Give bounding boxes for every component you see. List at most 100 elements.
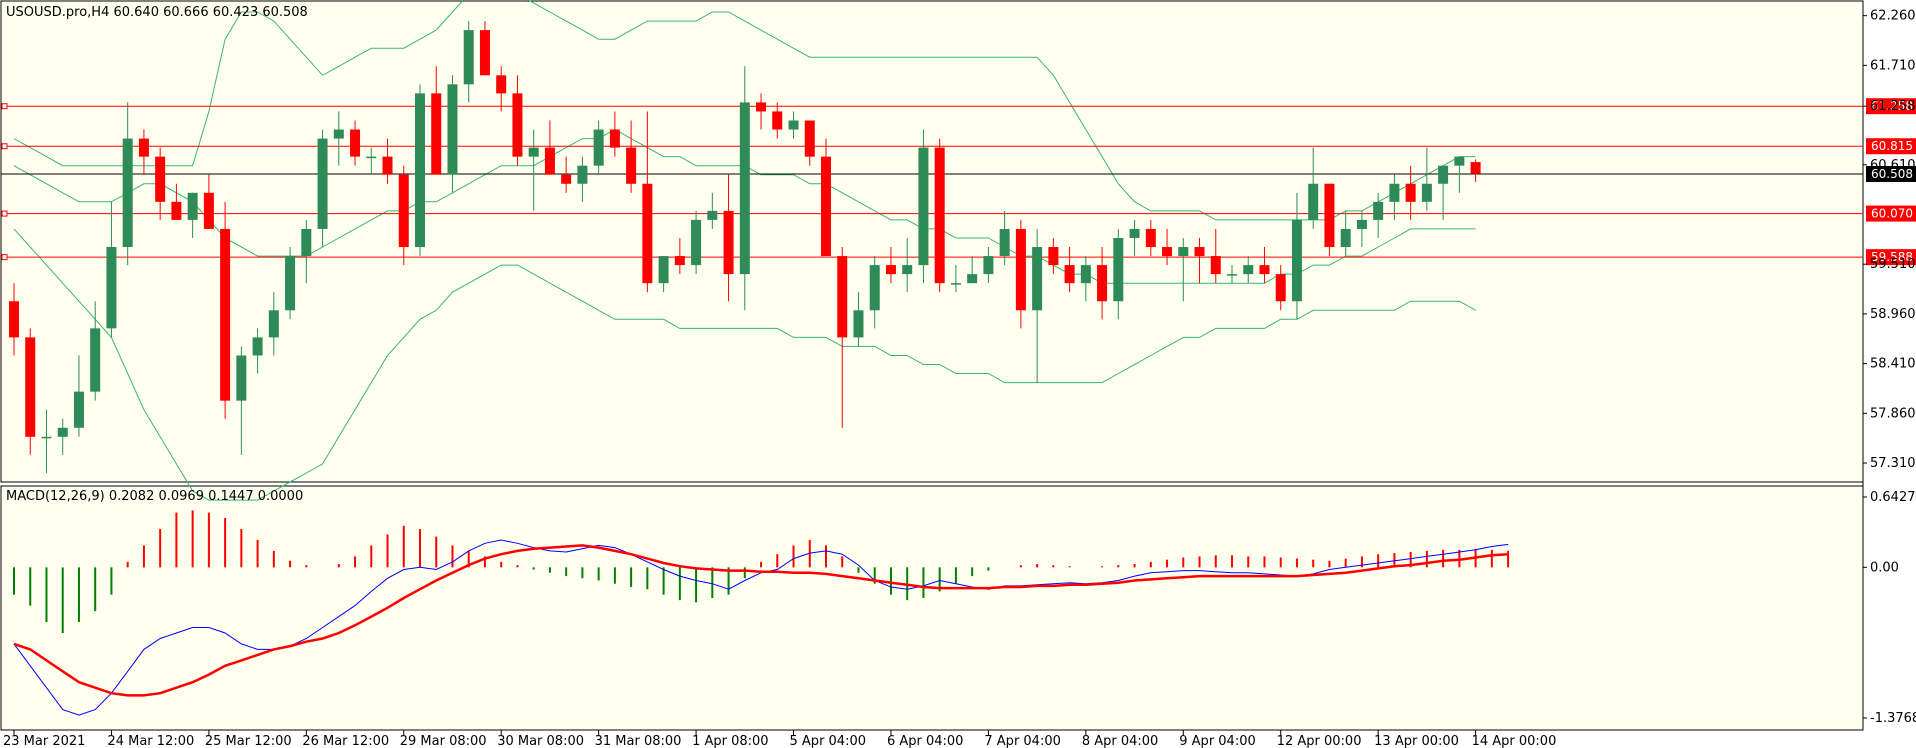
candle bbox=[382, 138, 393, 184]
candle bbox=[821, 138, 831, 257]
candle-body bbox=[447, 84, 458, 175]
candle-body bbox=[756, 102, 767, 112]
candle-body bbox=[1421, 183, 1432, 202]
candle bbox=[837, 247, 848, 428]
time-tick-label: 25 Mar 12:00 bbox=[205, 734, 292, 748]
candle bbox=[203, 174, 214, 229]
candle bbox=[285, 247, 296, 320]
level-handle[interactable] bbox=[1, 143, 8, 150]
candle-body bbox=[285, 256, 296, 311]
candle bbox=[999, 210, 1010, 266]
candle-body bbox=[544, 147, 555, 175]
price-axis: 62.260 61.710 61.258 60.610 59.510 58.960 58.4… bbox=[1863, 9, 1916, 471]
candle bbox=[187, 192, 198, 238]
candle bbox=[934, 138, 945, 293]
price-tick-label: 58.960 bbox=[1870, 307, 1916, 322]
candle-body bbox=[885, 265, 896, 275]
price-tick-label: 57.310 bbox=[1870, 456, 1916, 471]
candle bbox=[577, 156, 588, 202]
candle bbox=[1470, 159, 1481, 182]
candle-body bbox=[1227, 274, 1237, 276]
candle bbox=[642, 111, 653, 293]
candle bbox=[415, 84, 425, 257]
level-handle[interactable] bbox=[1, 103, 8, 110]
candle-body bbox=[577, 165, 588, 184]
candle bbox=[41, 409, 52, 473]
candle bbox=[1210, 228, 1221, 284]
macd-axis: 0.6427 0.00 -1.3768 bbox=[1863, 490, 1916, 726]
candle-body bbox=[57, 427, 68, 437]
candle bbox=[1389, 174, 1400, 220]
candle bbox=[739, 66, 750, 311]
candle-body bbox=[1178, 247, 1189, 257]
candle bbox=[1162, 228, 1173, 266]
candle bbox=[479, 21, 490, 76]
candle bbox=[236, 346, 247, 455]
candle bbox=[723, 174, 734, 302]
level-handle[interactable] bbox=[1, 210, 8, 217]
time-tick-label: 7 Apr 04:00 bbox=[984, 734, 1061, 748]
candle-body bbox=[772, 111, 783, 130]
candle bbox=[707, 192, 718, 229]
candle-body bbox=[528, 147, 539, 157]
candle-body bbox=[1097, 265, 1108, 302]
candle bbox=[171, 183, 182, 220]
candle bbox=[463, 21, 474, 103]
time-tick-label: 13 Apr 00:00 bbox=[1374, 734, 1459, 748]
candle-body bbox=[350, 129, 361, 157]
candle bbox=[1438, 165, 1449, 220]
candle bbox=[1097, 247, 1108, 320]
macd-title: MACD(12,26,9) 0.2082 0.0969 0.1447 0.000… bbox=[6, 489, 303, 504]
candle-body bbox=[90, 328, 101, 392]
candle bbox=[788, 111, 799, 139]
candle-body bbox=[1129, 228, 1140, 238]
candle bbox=[1291, 192, 1302, 320]
candle-body bbox=[1454, 156, 1465, 166]
candle bbox=[756, 93, 767, 130]
price-tick-label: 58.410 bbox=[1870, 357, 1916, 372]
candle-body bbox=[1324, 183, 1335, 248]
candle bbox=[398, 165, 409, 266]
price-tick-label: 61.258 bbox=[1870, 99, 1916, 114]
candle-body bbox=[1243, 265, 1254, 275]
candle-body bbox=[788, 120, 799, 130]
candle bbox=[593, 120, 604, 175]
candle bbox=[1178, 237, 1189, 302]
candle-body bbox=[902, 265, 913, 275]
candle-body bbox=[155, 156, 166, 202]
candle bbox=[122, 102, 133, 266]
candle-body bbox=[415, 93, 425, 248]
current-price-label: 60.508 bbox=[1871, 167, 1913, 181]
candle bbox=[317, 129, 328, 248]
candle-body bbox=[967, 274, 978, 284]
candle bbox=[1129, 219, 1140, 257]
time-tick-label: 1 Apr 08:00 bbox=[692, 734, 769, 748]
price-tick-label: 62.260 bbox=[1870, 9, 1916, 24]
macd-tick-label: 0.6427 bbox=[1870, 490, 1916, 505]
candle-body bbox=[869, 265, 880, 311]
macd-tick-label: -1.3768 bbox=[1870, 711, 1916, 726]
candle-body bbox=[496, 75, 507, 94]
candle-body bbox=[122, 138, 133, 248]
candle bbox=[1113, 228, 1124, 320]
candle-body bbox=[25, 337, 36, 437]
level-handle[interactable] bbox=[1, 254, 8, 261]
candle-body bbox=[431, 93, 442, 175]
candle bbox=[512, 75, 523, 166]
signal-line bbox=[13, 544, 1509, 697]
candle-body bbox=[658, 256, 669, 284]
level-price-tag bbox=[1866, 138, 1916, 155]
candle-body bbox=[317, 138, 328, 229]
candle-body bbox=[398, 174, 409, 248]
candle-body bbox=[1373, 201, 1384, 220]
candles bbox=[9, 21, 1481, 473]
candle-body bbox=[1405, 183, 1416, 202]
candle-body bbox=[1340, 228, 1351, 248]
candle-body bbox=[333, 129, 344, 139]
time-tick-label: 14 Apr 00:00 bbox=[1472, 734, 1557, 748]
candle-body bbox=[821, 156, 831, 257]
level-price-tag bbox=[1866, 249, 1916, 266]
candle-body bbox=[804, 120, 815, 157]
candle-body bbox=[739, 102, 750, 275]
